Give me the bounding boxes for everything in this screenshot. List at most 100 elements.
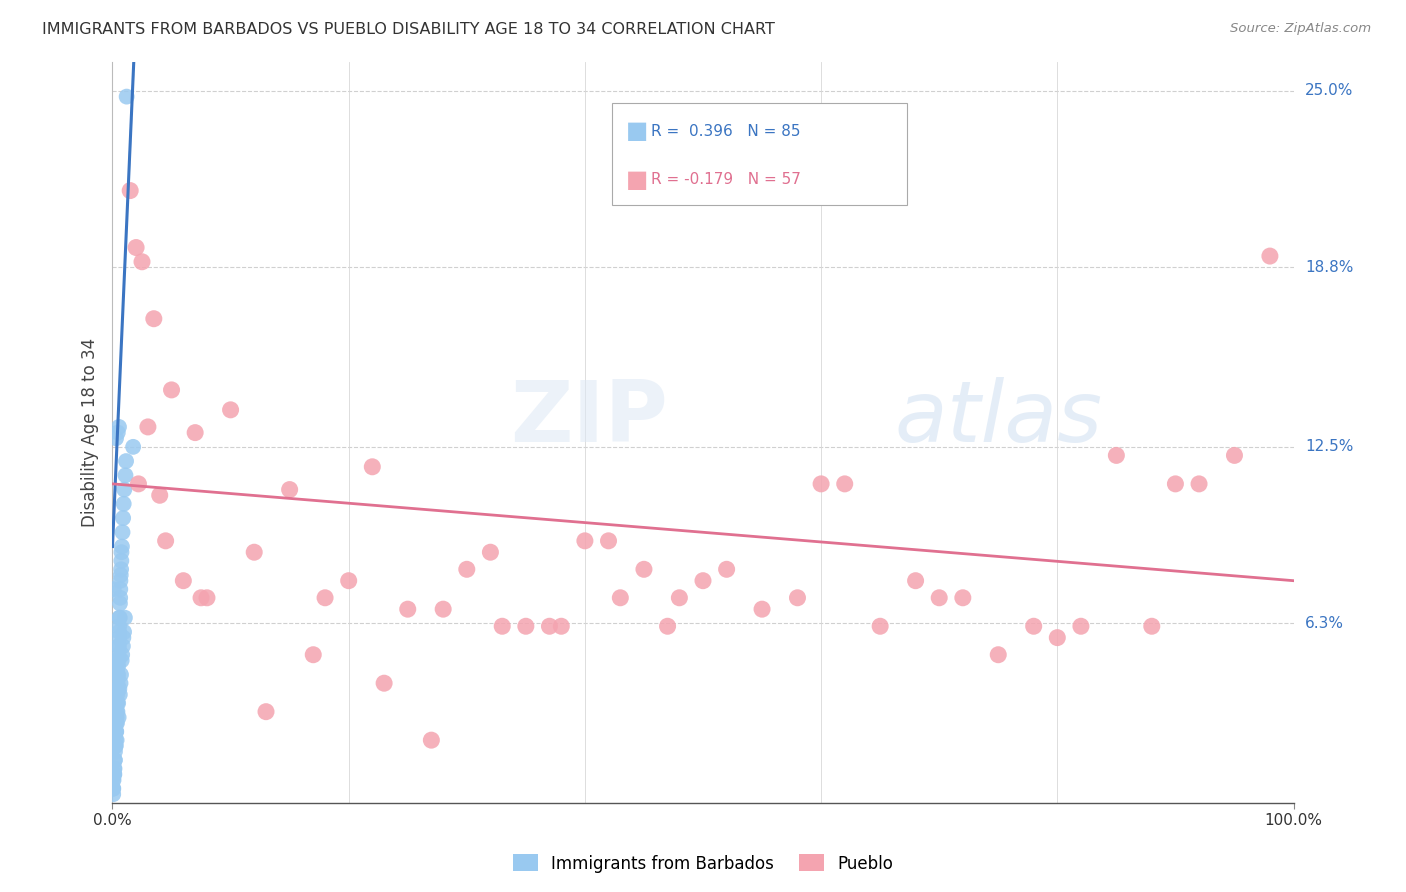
Point bbox=[107, 639, 129, 653]
Point bbox=[112, 483, 135, 497]
Point bbox=[112, 624, 135, 639]
Point bbox=[110, 582, 132, 597]
Text: ■: ■ bbox=[626, 120, 648, 144]
Point bbox=[105, 716, 128, 731]
Text: atlas: atlas bbox=[894, 377, 1102, 460]
Point bbox=[254, 705, 277, 719]
Point bbox=[108, 688, 131, 702]
Point bbox=[786, 591, 808, 605]
Point bbox=[101, 781, 124, 796]
Point bbox=[111, 639, 134, 653]
Point bbox=[928, 591, 950, 605]
Point bbox=[104, 710, 127, 724]
Point bbox=[105, 696, 128, 710]
Text: 12.5%: 12.5% bbox=[1305, 440, 1354, 454]
Point bbox=[103, 724, 125, 739]
Text: R = -0.179   N = 57: R = -0.179 N = 57 bbox=[651, 172, 801, 187]
Point bbox=[1223, 449, 1246, 463]
Point bbox=[104, 724, 127, 739]
Point bbox=[103, 739, 125, 753]
Text: IMMIGRANTS FROM BARBADOS VS PUEBLO DISABILITY AGE 18 TO 34 CORRELATION CHART: IMMIGRANTS FROM BARBADOS VS PUEBLO DISAB… bbox=[42, 22, 775, 37]
Point bbox=[105, 716, 128, 731]
Point bbox=[136, 420, 159, 434]
Point bbox=[337, 574, 360, 588]
Point bbox=[302, 648, 325, 662]
Point bbox=[111, 648, 134, 662]
Text: 6.3%: 6.3% bbox=[1305, 615, 1344, 631]
Point bbox=[1140, 619, 1163, 633]
Text: ■: ■ bbox=[626, 168, 648, 192]
Point bbox=[657, 619, 679, 633]
Point bbox=[103, 762, 125, 776]
Point bbox=[491, 619, 513, 633]
Point bbox=[108, 610, 131, 624]
Point bbox=[105, 710, 128, 724]
Point bbox=[107, 667, 129, 681]
Point bbox=[1046, 631, 1069, 645]
Point bbox=[104, 724, 127, 739]
Point bbox=[103, 781, 125, 796]
Point bbox=[104, 745, 127, 759]
Point bbox=[115, 89, 138, 103]
Point bbox=[110, 667, 132, 681]
Point bbox=[869, 619, 891, 633]
Point bbox=[110, 554, 132, 568]
Point bbox=[479, 545, 502, 559]
Point bbox=[108, 610, 131, 624]
Point bbox=[515, 619, 537, 633]
Point bbox=[810, 476, 832, 491]
Point bbox=[103, 767, 125, 781]
Point bbox=[751, 602, 773, 616]
Point bbox=[127, 476, 149, 491]
Point bbox=[101, 772, 124, 787]
Point bbox=[103, 772, 125, 787]
Point bbox=[104, 739, 127, 753]
Point bbox=[550, 619, 572, 633]
Point bbox=[104, 724, 127, 739]
Point bbox=[314, 591, 336, 605]
Point bbox=[120, 184, 142, 198]
Point bbox=[107, 696, 129, 710]
Point bbox=[105, 710, 128, 724]
Point bbox=[110, 568, 132, 582]
Point bbox=[115, 454, 138, 468]
Point bbox=[432, 602, 454, 616]
Point bbox=[834, 476, 856, 491]
Point bbox=[107, 653, 129, 667]
Point bbox=[114, 468, 136, 483]
Text: 25.0%: 25.0% bbox=[1305, 84, 1354, 98]
Point bbox=[110, 676, 132, 690]
Point bbox=[114, 610, 136, 624]
Point bbox=[105, 688, 128, 702]
Point bbox=[1022, 619, 1045, 633]
Point bbox=[103, 653, 125, 667]
Point bbox=[396, 602, 419, 616]
Point bbox=[104, 753, 127, 767]
Point bbox=[361, 459, 384, 474]
Point bbox=[107, 676, 129, 690]
Legend: Immigrants from Barbados, Pueblo: Immigrants from Barbados, Pueblo bbox=[506, 847, 900, 880]
Point bbox=[108, 624, 131, 639]
Point bbox=[155, 533, 177, 548]
Point bbox=[107, 425, 129, 440]
Point bbox=[243, 545, 266, 559]
Point bbox=[952, 591, 974, 605]
Point bbox=[108, 597, 131, 611]
Point bbox=[101, 781, 124, 796]
Point bbox=[103, 767, 125, 781]
Point bbox=[108, 420, 131, 434]
Point bbox=[219, 402, 242, 417]
Point bbox=[107, 659, 129, 673]
Point bbox=[103, 582, 125, 597]
Point bbox=[149, 488, 172, 502]
Point bbox=[1164, 476, 1187, 491]
Point bbox=[104, 739, 127, 753]
Point bbox=[107, 667, 129, 681]
Point bbox=[456, 562, 478, 576]
Point bbox=[105, 733, 128, 747]
Point bbox=[373, 676, 395, 690]
Point bbox=[420, 733, 443, 747]
Point bbox=[105, 681, 128, 696]
Point bbox=[107, 710, 129, 724]
Point bbox=[716, 562, 738, 576]
